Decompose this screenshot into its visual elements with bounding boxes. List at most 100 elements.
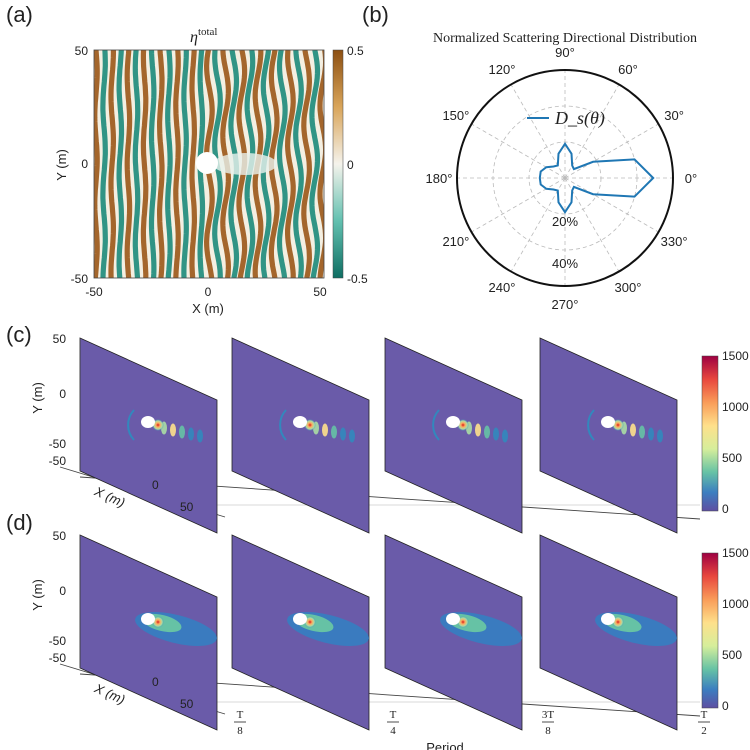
colorbar-tick: 1500 (722, 546, 749, 560)
panel-a-label: (a) (6, 2, 33, 27)
wave-crest (124, 50, 133, 278)
wave-crest (181, 50, 189, 278)
wave-crest (157, 50, 165, 278)
backscatter-ring (279, 409, 287, 441)
period-tick-numerator: T (701, 709, 708, 721)
wave-crest (132, 50, 141, 278)
panel-a: (a) ηtotal -50 0 50 50 0 -50 X (m) Y (m)… (6, 2, 368, 316)
wave-field-heatmap (94, 50, 324, 278)
radial-label-20: 20% (552, 214, 578, 229)
colorbar-tick: 1000 (722, 597, 749, 611)
a-colorbar (332, 49, 344, 279)
a-xtick-1: 0 (205, 285, 212, 299)
time-slice-plane (539, 337, 678, 534)
wave-ring (502, 429, 508, 443)
wave-ring (648, 427, 654, 441)
polar-angle-label: 90° (555, 45, 575, 60)
wave-ring (484, 425, 490, 439)
a-xtick-2: 50 (313, 285, 327, 299)
polar-angle-label: 300° (615, 280, 642, 295)
polar-angle-label: 240° (489, 280, 516, 295)
wave-ring (340, 427, 346, 441)
time-slice-plane (79, 337, 218, 534)
y-axis-label: Y (m) (30, 579, 45, 611)
cylinder-obstacle (196, 152, 218, 174)
wave-crest (140, 50, 149, 278)
polar-angle-label: 180° (426, 171, 453, 186)
y-axis-label: Y (m) (30, 382, 45, 414)
wave-ring (331, 425, 337, 439)
polar-grid-spoke (564, 177, 620, 272)
polar-grid-spoke (564, 177, 659, 233)
colorbar-tick: 500 (722, 648, 742, 662)
period-tick-denominator: 4 (390, 725, 396, 737)
backscatter-ring (587, 409, 595, 441)
polar-angle-labels: 0° 30° 60° 90° 120° 150° 180° 210° 240° 270° 300° 3… (426, 45, 698, 312)
legend-label: D_s(θ) (554, 108, 605, 129)
wave-ring (197, 429, 203, 443)
panel-d: (d) 500-50-50Y (m)X (m) 050150010005000T8… (6, 510, 749, 750)
period-tick-numerator: 3T (542, 709, 555, 721)
polar-angle-label: 210° (442, 234, 469, 249)
period-tick-numerator: T (237, 709, 244, 721)
wave-crest (189, 50, 197, 278)
polar-grid-spoke (510, 177, 566, 272)
colorbar-tick: 1500 (722, 349, 749, 363)
polar-angle-label: 0° (685, 171, 697, 186)
panel-b: (b) Normalized Scattering Directional Di… (362, 2, 697, 312)
y-tick: 50 (53, 332, 67, 346)
wave-crest (284, 50, 296, 278)
polar-grid-spoke (564, 84, 620, 179)
wave-crest (309, 50, 321, 278)
directional-distribution-curve (538, 141, 655, 215)
wave-crest (301, 50, 313, 278)
colorbar-tick: 500 (722, 451, 742, 465)
x-tick: 0 (152, 478, 159, 492)
panel-a-title: ηtotal (190, 26, 218, 46)
wave-ring (188, 427, 194, 441)
colorbar-tick: 0 (722, 502, 729, 516)
polar-grid-spoke (471, 177, 566, 233)
colorbar (701, 552, 719, 709)
cylinder-obstacle (141, 613, 155, 625)
y-tick: 50 (53, 529, 67, 543)
backscatter-ring (432, 409, 440, 441)
panel-c-label: (c) (6, 322, 32, 347)
y-tick: 0 (59, 584, 66, 598)
panel-b-title: Normalized Scattering Directional Distri… (433, 31, 697, 46)
wave-crest (148, 50, 157, 278)
panel-b-label: (b) (362, 2, 389, 27)
period-tick-denominator: 2 (701, 725, 707, 737)
wave-crest (317, 50, 324, 278)
a-cbar-tick-0: 0.5 (347, 44, 364, 58)
a-ylabel: Y (m) (54, 149, 69, 181)
wave-crest (108, 50, 116, 278)
polar-grid-spoke (564, 123, 659, 179)
time-slice-plane (384, 337, 523, 534)
polar-grid-spoke (471, 123, 566, 179)
panel-d-label: (d) (6, 510, 33, 535)
a-xlabel: X (m) (192, 301, 224, 316)
polar-angle-label: 270° (552, 297, 579, 312)
wave-ring (322, 423, 328, 437)
cylinder-obstacle (446, 416, 460, 428)
radial-label-40: 40% (552, 256, 578, 271)
wave-ring (170, 423, 176, 437)
wave-crest (293, 50, 304, 278)
y-tick: 0 (59, 387, 66, 401)
polar-angle-label: 150° (442, 108, 469, 123)
x-tick: 50 (180, 697, 194, 711)
cylinder-obstacle (141, 416, 155, 428)
a-xtick-0: -50 (85, 285, 103, 299)
x-tick: 50 (180, 500, 194, 514)
polar-angle-label: 330° (661, 234, 688, 249)
a-ytick-1: 0 (81, 157, 88, 171)
wave-crest (276, 50, 288, 278)
wake-region (213, 153, 277, 175)
period-tick-denominator: 8 (545, 725, 551, 737)
polar-angle-label: 120° (489, 62, 516, 77)
polar-outer-ring (456, 69, 674, 287)
a-cbar-tick-1: 0 (347, 158, 354, 172)
colorbar-tick: 1000 (722, 400, 749, 414)
